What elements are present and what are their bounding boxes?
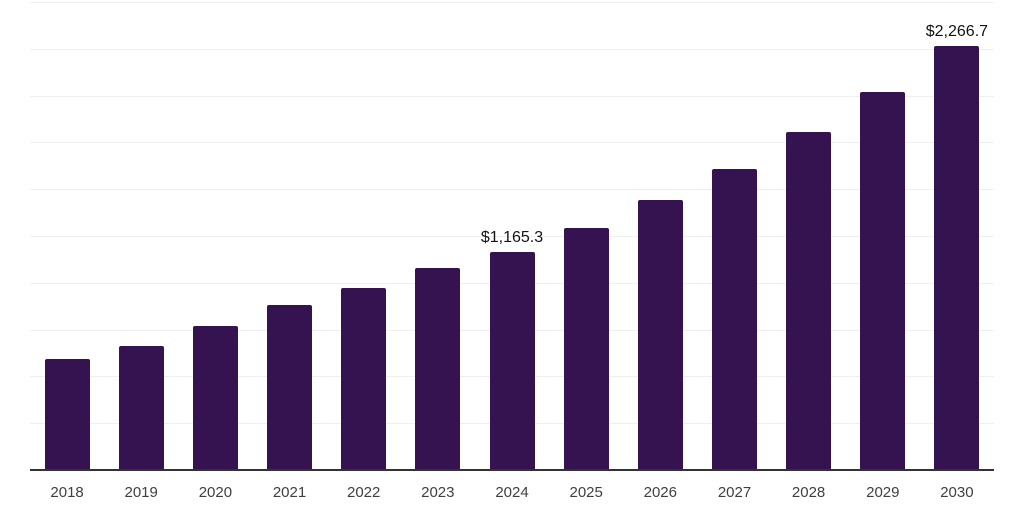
bar-2027 [712, 168, 757, 470]
bar-2026 [637, 200, 683, 470]
x-tick-label-2030: 2030 [940, 484, 974, 501]
x-tick-label-2027: 2027 [717, 484, 752, 501]
bar-2024 [489, 251, 535, 470]
x-tick-label-2028: 2028 [791, 484, 826, 501]
x-tick-label-2024: 2024 [495, 484, 529, 501]
bar-2030 [934, 45, 980, 470]
x-tick-label-2026: 2026 [643, 484, 677, 501]
gridline-2500 [30, 2, 994, 3]
bar-2022 [341, 287, 387, 470]
bar-2019 [118, 346, 164, 470]
bar-2018 [44, 358, 90, 470]
x-tick-label-2020: 2020 [198, 484, 233, 501]
x-tick-label-2021: 2021 [272, 484, 307, 501]
x-tick-label-2018: 2018 [50, 484, 84, 501]
value-label-2030: $2,266.7 [925, 22, 989, 40]
bar-2029 [860, 91, 906, 470]
bar-2020 [192, 325, 238, 470]
bar-2021 [267, 305, 312, 470]
x-tick-label-2022: 2022 [347, 484, 381, 501]
x-axis-line [30, 469, 994, 471]
gridline-1750 [30, 142, 994, 144]
gridline-1250 [30, 236, 994, 237]
x-tick-label-2029: 2029 [866, 484, 900, 501]
bar-2025 [563, 227, 609, 470]
x-tick-label-2023: 2023 [421, 484, 455, 501]
bar-2028 [786, 132, 832, 470]
gridline-1500 [30, 189, 994, 191]
x-tick-label-2025: 2025 [569, 484, 603, 501]
value-label-2024: $1,165.3 [480, 228, 544, 246]
x-tick-label-2019: 2019 [124, 484, 158, 501]
gridline-2000 [30, 95, 994, 97]
bar-2023 [415, 267, 461, 470]
gridline-2250 [30, 48, 994, 50]
